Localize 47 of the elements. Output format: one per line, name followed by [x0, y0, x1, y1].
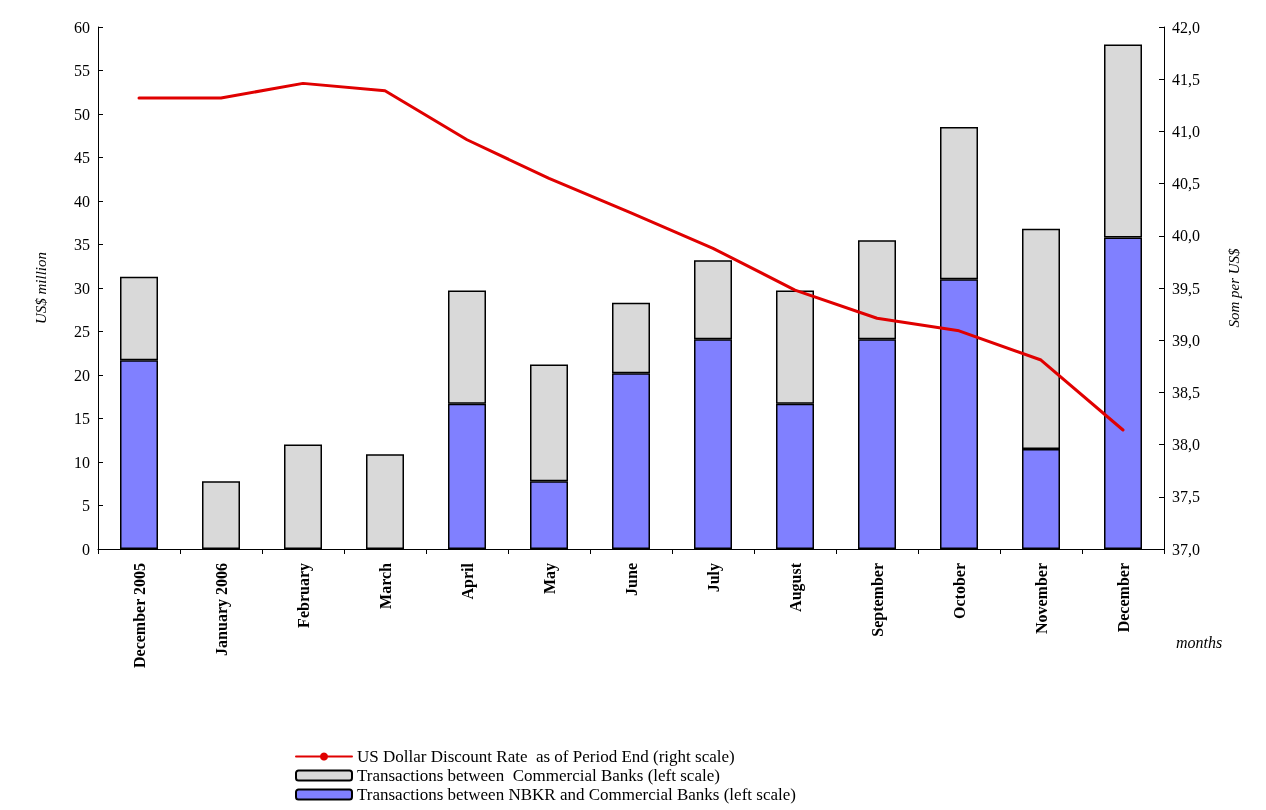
- x-tick-label: September: [868, 563, 887, 637]
- x-tick-label: March: [376, 562, 394, 609]
- bar: [284, 444, 322, 549]
- y2-axis-title: Som per US$: [1225, 247, 1242, 328]
- y-tick-label: 15: [74, 410, 90, 427]
- x-tick-label: December: [1114, 563, 1132, 633]
- y2-tick-label: 37,0: [1172, 540, 1200, 558]
- y-tick-label: 25: [74, 323, 90, 340]
- x-tick-label: February: [294, 563, 313, 628]
- x-tick-label: June: [622, 563, 640, 596]
- y-tick-label: 10: [74, 453, 90, 471]
- x-axis-title: months: [1176, 633, 1223, 651]
- legend-label: Transactions between Commercial Banks (left scale): [357, 766, 720, 785]
- y-tick-label: 30: [74, 279, 90, 297]
- y2-tick-label: 39,0: [1172, 331, 1200, 349]
- y-tick-label: 5: [82, 497, 90, 514]
- y2-tick-label: 38,0: [1172, 436, 1200, 454]
- x-tick-label: December 2005: [130, 563, 148, 668]
- y-tick-label: 40: [74, 192, 90, 210]
- x-tick-label: August: [786, 562, 805, 612]
- y2-tick-label: 40,0: [1172, 227, 1200, 245]
- y-tick-label: 35: [74, 236, 90, 253]
- legend-label: Transactions between NBKR and Commercial Banks (left scale): [357, 785, 796, 804]
- y-tick-label: 55: [74, 62, 90, 79]
- y-tick-label: 45: [74, 149, 90, 166]
- y-tick-label: 20: [74, 366, 90, 384]
- bar: [202, 481, 240, 549]
- x-tick-label: January 2006: [212, 563, 231, 656]
- y2-tick-label: 40,5: [1172, 175, 1200, 193]
- x-tick-label: October: [950, 563, 968, 619]
- y2-tick-label: 39,5: [1172, 279, 1200, 297]
- x-tick-label: May: [540, 563, 559, 595]
- y2-tick-label: 42,0: [1172, 18, 1200, 36]
- legend-label: US Dollar Discount Rate as of Period End (right scale): [357, 747, 735, 766]
- y-tick-label: 50: [74, 105, 90, 123]
- x-tick-label: November: [1032, 563, 1050, 635]
- x-tick-label: April: [458, 562, 477, 600]
- y2-tick-label: 38,5: [1172, 383, 1200, 401]
- x-tick-label: July: [704, 563, 723, 593]
- y2-tick-label: 41,0: [1172, 122, 1200, 140]
- y-tick-label: 0: [82, 540, 90, 558]
- y2-tick-label: 37,5: [1172, 488, 1200, 506]
- line-series: [137, 81, 1125, 432]
- y2-tick-label: 41,5: [1172, 70, 1200, 88]
- bar: [366, 454, 404, 549]
- y-axis-title: US$ million: [32, 251, 49, 325]
- y-tick-label: 60: [74, 18, 90, 36]
